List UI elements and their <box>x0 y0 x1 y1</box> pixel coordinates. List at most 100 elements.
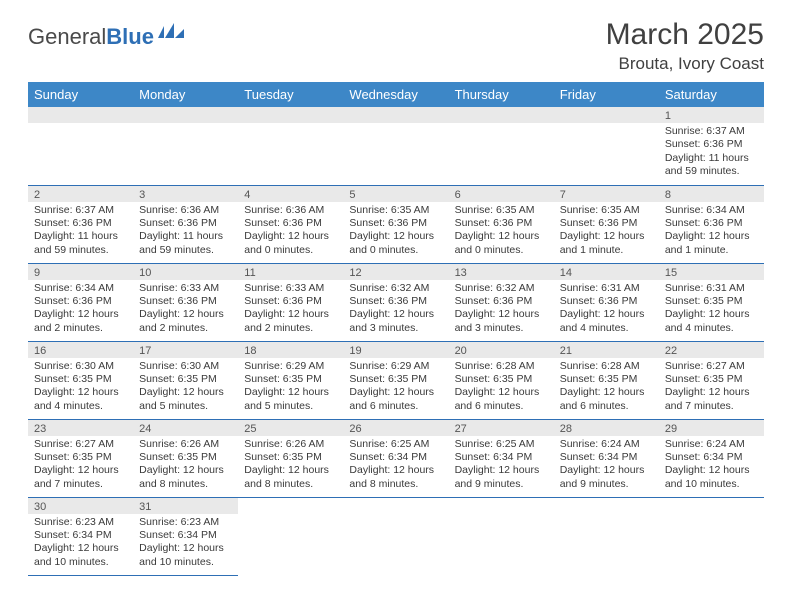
day-number: 11 <box>238 264 343 280</box>
sunset-text: Sunset: 6:36 PM <box>349 295 442 308</box>
calendar-day-cell: 26Sunrise: 6:25 AMSunset: 6:34 PMDayligh… <box>343 419 448 497</box>
daylight-text: Daylight: 12 hours and 6 minutes. <box>349 386 442 413</box>
calendar-body: 1Sunrise: 6:37 AMSunset: 6:36 PMDaylight… <box>28 107 764 575</box>
day-number: 7 <box>554 186 659 202</box>
day-number: 27 <box>449 420 554 436</box>
day-details: Sunrise: 6:29 AMSunset: 6:35 PMDaylight:… <box>238 358 343 416</box>
day-number: 30 <box>28 498 133 514</box>
day-number: 19 <box>343 342 448 358</box>
calendar-page: GeneralBlue March 2025 Brouta, Ivory Coa… <box>0 0 792 586</box>
daylight-text: Daylight: 12 hours and 6 minutes. <box>455 386 548 413</box>
calendar-empty-cell <box>449 497 554 575</box>
daylight-text: Daylight: 11 hours and 59 minutes. <box>665 152 758 179</box>
day-number: 23 <box>28 420 133 436</box>
empty-day-bar <box>238 107 343 123</box>
sunrise-text: Sunrise: 6:29 AM <box>349 360 442 373</box>
daylight-text: Daylight: 12 hours and 0 minutes. <box>455 230 548 257</box>
daylight-text: Daylight: 12 hours and 10 minutes. <box>665 464 758 491</box>
day-details: Sunrise: 6:27 AMSunset: 6:35 PMDaylight:… <box>659 358 764 416</box>
day-header: Wednesday <box>343 82 448 107</box>
day-header: Tuesday <box>238 82 343 107</box>
day-details: Sunrise: 6:24 AMSunset: 6:34 PMDaylight:… <box>659 436 764 494</box>
day-number: 10 <box>133 264 238 280</box>
calendar-day-cell: 10Sunrise: 6:33 AMSunset: 6:36 PMDayligh… <box>133 263 238 341</box>
daylight-text: Daylight: 12 hours and 4 minutes. <box>560 308 653 335</box>
day-details: Sunrise: 6:33 AMSunset: 6:36 PMDaylight:… <box>238 280 343 338</box>
day-details: Sunrise: 6:25 AMSunset: 6:34 PMDaylight:… <box>343 436 448 494</box>
sunset-text: Sunset: 6:35 PM <box>34 451 127 464</box>
daylight-text: Daylight: 12 hours and 1 minute. <box>665 230 758 257</box>
calendar-day-cell: 29Sunrise: 6:24 AMSunset: 6:34 PMDayligh… <box>659 419 764 497</box>
sunrise-text: Sunrise: 6:36 AM <box>244 204 337 217</box>
daylight-text: Daylight: 12 hours and 5 minutes. <box>139 386 232 413</box>
sunset-text: Sunset: 6:36 PM <box>139 295 232 308</box>
daylight-text: Daylight: 11 hours and 59 minutes. <box>34 230 127 257</box>
day-number: 4 <box>238 186 343 202</box>
calendar-day-cell: 13Sunrise: 6:32 AMSunset: 6:36 PMDayligh… <box>449 263 554 341</box>
calendar-week-row: 2Sunrise: 6:37 AMSunset: 6:36 PMDaylight… <box>28 185 764 263</box>
logo-text-general: General <box>28 24 106 50</box>
sunset-text: Sunset: 6:36 PM <box>665 138 758 151</box>
day-header-row: SundayMondayTuesdayWednesdayThursdayFrid… <box>28 82 764 107</box>
day-details: Sunrise: 6:26 AMSunset: 6:35 PMDaylight:… <box>238 436 343 494</box>
sunset-text: Sunset: 6:36 PM <box>244 295 337 308</box>
day-number: 12 <box>343 264 448 280</box>
day-details: Sunrise: 6:25 AMSunset: 6:34 PMDaylight:… <box>449 436 554 494</box>
sunrise-text: Sunrise: 6:23 AM <box>139 516 232 529</box>
daylight-text: Daylight: 12 hours and 0 minutes. <box>244 230 337 257</box>
daylight-text: Daylight: 12 hours and 8 minutes. <box>139 464 232 491</box>
day-details: Sunrise: 6:28 AMSunset: 6:35 PMDaylight:… <box>449 358 554 416</box>
calendar-day-cell: 8Sunrise: 6:34 AMSunset: 6:36 PMDaylight… <box>659 185 764 263</box>
sunrise-text: Sunrise: 6:25 AM <box>349 438 442 451</box>
day-number: 9 <box>28 264 133 280</box>
daylight-text: Daylight: 11 hours and 59 minutes. <box>139 230 232 257</box>
logo-text-blue: Blue <box>106 24 154 50</box>
sunset-text: Sunset: 6:35 PM <box>139 373 232 386</box>
sunrise-text: Sunrise: 6:35 AM <box>455 204 548 217</box>
calendar-day-cell: 15Sunrise: 6:31 AMSunset: 6:35 PMDayligh… <box>659 263 764 341</box>
day-details: Sunrise: 6:37 AMSunset: 6:36 PMDaylight:… <box>659 123 764 181</box>
sunrise-text: Sunrise: 6:27 AM <box>34 438 127 451</box>
calendar-day-cell: 27Sunrise: 6:25 AMSunset: 6:34 PMDayligh… <box>449 419 554 497</box>
calendar-empty-cell <box>659 497 764 575</box>
sunset-text: Sunset: 6:34 PM <box>139 529 232 542</box>
day-details: Sunrise: 6:31 AMSunset: 6:35 PMDaylight:… <box>659 280 764 338</box>
calendar-empty-cell <box>343 107 448 185</box>
day-number: 17 <box>133 342 238 358</box>
sunset-text: Sunset: 6:35 PM <box>244 451 337 464</box>
calendar-empty-cell <box>133 107 238 185</box>
day-details: Sunrise: 6:27 AMSunset: 6:35 PMDaylight:… <box>28 436 133 494</box>
day-number: 28 <box>554 420 659 436</box>
calendar-day-cell: 9Sunrise: 6:34 AMSunset: 6:36 PMDaylight… <box>28 263 133 341</box>
day-details: Sunrise: 6:32 AMSunset: 6:36 PMDaylight:… <box>343 280 448 338</box>
empty-day-bar <box>133 107 238 123</box>
day-number: 31 <box>133 498 238 514</box>
daylight-text: Daylight: 12 hours and 2 minutes. <box>139 308 232 335</box>
sunrise-text: Sunrise: 6:31 AM <box>560 282 653 295</box>
calendar-day-cell: 19Sunrise: 6:29 AMSunset: 6:35 PMDayligh… <box>343 341 448 419</box>
day-number: 25 <box>238 420 343 436</box>
page-header: GeneralBlue March 2025 Brouta, Ivory Coa… <box>28 18 764 74</box>
empty-day-bar <box>449 107 554 123</box>
sunrise-text: Sunrise: 6:25 AM <box>455 438 548 451</box>
calendar-day-cell: 1Sunrise: 6:37 AMSunset: 6:36 PMDaylight… <box>659 107 764 185</box>
daylight-text: Daylight: 12 hours and 0 minutes. <box>349 230 442 257</box>
daylight-text: Daylight: 12 hours and 8 minutes. <box>349 464 442 491</box>
daylight-text: Daylight: 12 hours and 2 minutes. <box>34 308 127 335</box>
daylight-text: Daylight: 12 hours and 7 minutes. <box>34 464 127 491</box>
calendar-day-cell: 30Sunrise: 6:23 AMSunset: 6:34 PMDayligh… <box>28 497 133 575</box>
day-header: Thursday <box>449 82 554 107</box>
day-number: 3 <box>133 186 238 202</box>
sunrise-text: Sunrise: 6:35 AM <box>560 204 653 217</box>
sunrise-text: Sunrise: 6:32 AM <box>349 282 442 295</box>
month-title: March 2025 <box>606 18 764 52</box>
calendar-empty-cell <box>554 497 659 575</box>
calendar-empty-cell <box>343 497 448 575</box>
sunset-text: Sunset: 6:36 PM <box>349 217 442 230</box>
sunrise-text: Sunrise: 6:34 AM <box>34 282 127 295</box>
sunset-text: Sunset: 6:34 PM <box>455 451 548 464</box>
day-number: 22 <box>659 342 764 358</box>
day-header: Friday <box>554 82 659 107</box>
day-details: Sunrise: 6:30 AMSunset: 6:35 PMDaylight:… <box>133 358 238 416</box>
logo: GeneralBlue <box>28 24 184 50</box>
